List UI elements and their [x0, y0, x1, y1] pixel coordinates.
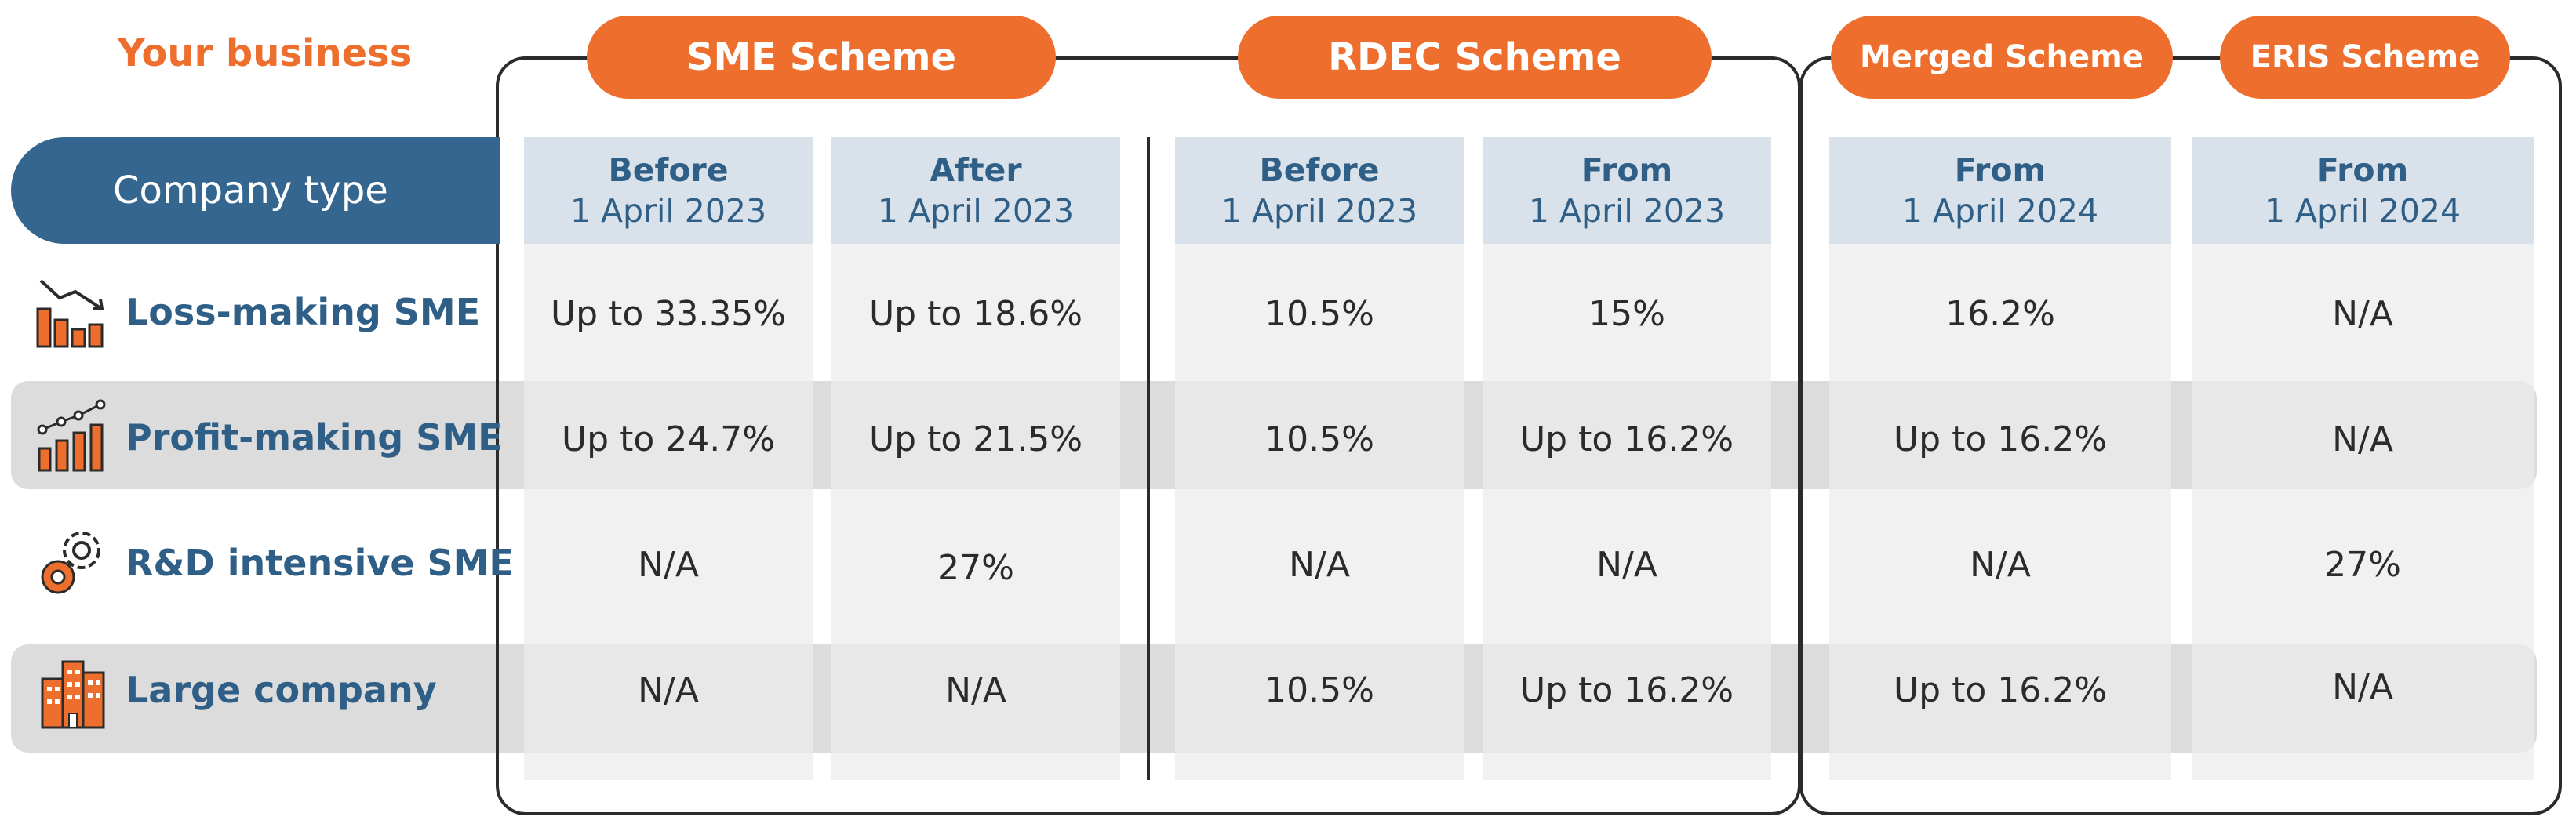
cell-rd-sme-before: N/A: [638, 544, 699, 585]
column-bg: [1175, 137, 1464, 780]
gears-icon: [41, 532, 100, 594]
col-head-rdec-from: From 1 April 2023: [1483, 137, 1771, 244]
col-head-line1: Before: [1259, 151, 1380, 189]
row-label-loss-making-sme: Loss-making SME: [126, 291, 481, 333]
col-head-eris-from: From 1 April 2024: [2192, 137, 2534, 244]
col-head-line1: From: [1581, 151, 1673, 189]
cell-large-eris: N/A: [2332, 666, 2393, 707]
merged-eris-frame: [1799, 56, 2562, 815]
cell-profit-sme-before: Up to 24.7%: [561, 419, 776, 459]
col-head-line2: 1 April 2024: [1901, 192, 2099, 230]
cell-loss-sme-after: Up to 18.6%: [868, 293, 1083, 334]
scheme-divider: [1147, 137, 1150, 780]
scheme-merged: Merged Scheme: [1831, 16, 2173, 99]
cell-loss-merged: 16.2%: [1945, 293, 2055, 334]
scheme-sme: SME Scheme: [587, 16, 1056, 99]
col-head-sme-after: After 1 April 2023: [831, 137, 1120, 244]
cell-rd-sme-after: 27%: [937, 547, 1014, 588]
column-bg: [831, 137, 1120, 780]
col-head-line1: From: [2316, 151, 2409, 189]
col-head-merged-from: From 1 April 2024: [1829, 137, 2171, 244]
row-label-large-company: Large company: [126, 669, 437, 711]
cell-loss-rdec-before: 10.5%: [1264, 293, 1374, 334]
cell-rd-rdec-before: N/A: [1289, 544, 1350, 585]
bar-chart-up-icon: [37, 399, 106, 472]
cell-loss-rdec-from: 15%: [1588, 293, 1665, 334]
cell-large-rdec-from: Up to 16.2%: [1519, 670, 1734, 710]
col-head-line2: 1 April 2024: [2264, 192, 2461, 230]
col-head-line2: 1 April 2023: [1221, 192, 1418, 230]
cell-large-merged: Up to 16.2%: [1893, 670, 2108, 710]
column-bg: [1829, 137, 2171, 780]
cell-profit-merged: Up to 16.2%: [1893, 419, 2108, 459]
column-bg: [524, 137, 813, 780]
col-head-rdec-before: Before 1 April 2023: [1175, 137, 1464, 244]
cell-profit-rdec-from: Up to 16.2%: [1519, 419, 1734, 459]
col-head-line1: Before: [608, 151, 729, 189]
cell-rd-merged: N/A: [1970, 544, 2031, 585]
col-head-line1: From: [1954, 151, 2047, 189]
cell-large-sme-before: N/A: [638, 670, 699, 710]
cell-large-sme-after: N/A: [945, 670, 1006, 710]
cell-profit-rdec-before: 10.5%: [1264, 419, 1374, 459]
buildings-icon: [41, 660, 105, 729]
col-head-line2: 1 April 2023: [1528, 192, 1726, 230]
cell-rd-eris: 27%: [2324, 544, 2401, 585]
company-type-header: Company type: [11, 137, 500, 244]
cell-rd-rdec-from: N/A: [1596, 544, 1657, 585]
row-label-profit-making-sme: Profit-making SME: [126, 416, 503, 459]
scheme-rdec: RDEC Scheme: [1238, 16, 1712, 99]
bar-chart-down-icon: [36, 279, 104, 348]
scheme-eris: ERIS Scheme: [2220, 16, 2510, 99]
cell-loss-sme-before: Up to 33.35%: [550, 293, 787, 334]
cell-profit-sme-after: Up to 21.5%: [868, 419, 1083, 459]
company-type-label: Company type: [113, 169, 388, 212]
row-label-rd-intensive-sme: R&D intensive SME: [126, 542, 514, 584]
column-bg: [2192, 137, 2534, 780]
col-head-line1: After: [930, 151, 1022, 189]
your-business-label: Your business: [118, 31, 413, 75]
cell-profit-eris: N/A: [2332, 419, 2393, 459]
col-head-line2: 1 April 2023: [569, 192, 767, 230]
cell-large-rdec-before: 10.5%: [1264, 670, 1374, 710]
col-head-sme-before: Before 1 April 2023: [524, 137, 813, 244]
col-head-line2: 1 April 2023: [877, 192, 1075, 230]
column-bg: [1483, 137, 1771, 780]
cell-loss-eris: N/A: [2332, 293, 2393, 334]
